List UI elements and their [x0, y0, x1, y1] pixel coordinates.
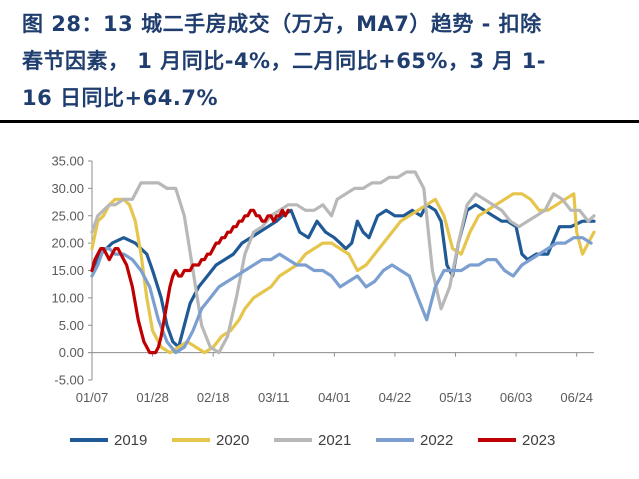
y-tick-label: 5.00 — [59, 318, 84, 333]
legend-label-2020: 2020 — [216, 432, 249, 449]
legend-label-2019: 2019 — [114, 432, 147, 449]
x-tick-label: 03/11 — [258, 390, 290, 405]
title-line-1: 图 28：13 城二手房成交（万方，MA7）趋势 - 扣除 — [22, 12, 542, 36]
x-tick-label: 04/22 — [379, 390, 412, 405]
y-tick-label: 0.00 — [59, 345, 84, 360]
title-divider — [0, 120, 639, 123]
y-tick-label: 30.00 — [51, 181, 84, 196]
legend-label-2022: 2022 — [420, 432, 453, 449]
y-tick-label: 15.00 — [51, 263, 84, 278]
y-tick-label: 10.00 — [51, 290, 84, 305]
legend-label-2021: 2021 — [318, 432, 351, 449]
series-line-2019 — [90, 203, 596, 349]
series-line-2022 — [90, 236, 593, 355]
series-line-2021 — [90, 170, 596, 355]
y-tick-label: 35.00 — [51, 154, 84, 169]
x-tick-label: 01/28 — [136, 390, 169, 405]
y-tick-label: 25.00 — [51, 208, 84, 223]
x-tick-label: 04/01 — [318, 390, 351, 405]
y-tick-label: -5.00 — [54, 373, 84, 388]
x-tick-label: 06/24 — [560, 390, 593, 405]
series-line-2023 — [90, 208, 290, 355]
x-tick-label: 06/03 — [500, 390, 533, 405]
x-tick-label: 01/07 — [76, 390, 109, 405]
title-line-2: 春节因素， 1 月同比-4%，二月同比+65%，3 月 1- — [22, 49, 547, 73]
x-tick-label: 05/13 — [439, 390, 472, 405]
chart-title: 图 28：13 城二手房成交（万方，MA7）趋势 - 扣除 春节因素， 1 月同… — [22, 6, 622, 117]
legend-label-2023: 2023 — [522, 432, 555, 449]
y-tick-label: 20.00 — [51, 236, 84, 251]
title-line-3: 16 日同比+64.7% — [22, 86, 218, 110]
x-tick-label: 02/18 — [197, 390, 230, 405]
series-line-2020 — [90, 192, 596, 355]
